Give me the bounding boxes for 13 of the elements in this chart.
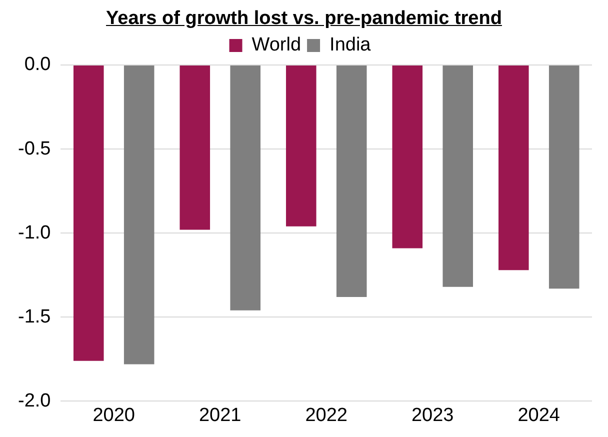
x-tick-label: 2023 xyxy=(411,404,454,426)
y-tick-label: 0.0 xyxy=(24,54,51,76)
chart-title: Years of growth lost vs. pre-pandemic trend xyxy=(105,8,503,30)
y-tick-label: -0.5 xyxy=(18,138,51,160)
x-tick-label: 2022 xyxy=(305,404,348,426)
legend-label: India xyxy=(330,34,372,56)
y-tick-label: -1.5 xyxy=(18,306,51,328)
x-tick-label: 2020 xyxy=(92,404,136,426)
y-tick-label: -1.0 xyxy=(18,222,51,244)
x-tick-label: 2024 xyxy=(518,404,560,426)
x-tick-label: 2021 xyxy=(198,404,242,426)
y-tick-label: -2.0 xyxy=(18,390,51,412)
legend-label: World xyxy=(252,34,302,56)
